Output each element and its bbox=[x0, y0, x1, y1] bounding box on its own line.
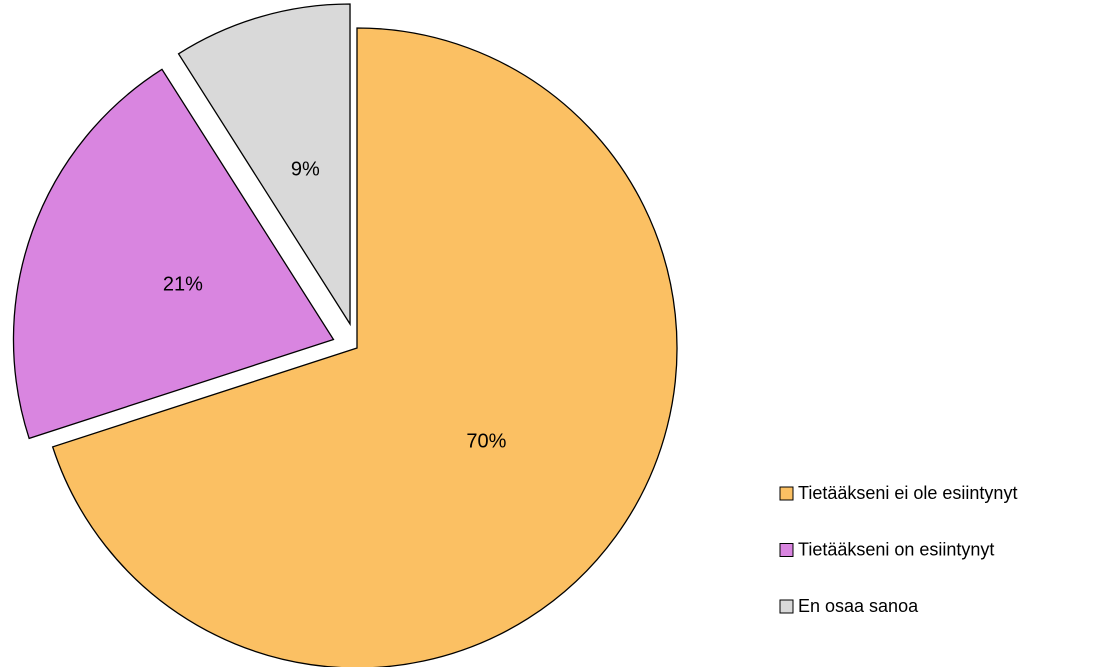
legend-swatch bbox=[779, 599, 794, 614]
data-label: 70% bbox=[466, 430, 506, 452]
legend-label: Tietääkseni on esiintynyt bbox=[798, 539, 994, 559]
legend-label: Tietääkseni ei ole esiintynyt bbox=[798, 483, 1017, 503]
pie-slice bbox=[12, 68, 335, 440]
pie-slice bbox=[51, 27, 678, 667]
pie-slice bbox=[177, 3, 351, 327]
data-label: 9% bbox=[291, 159, 320, 181]
legend-swatch bbox=[779, 486, 794, 501]
legend-label: En osaa sanoa bbox=[798, 596, 919, 616]
legend-swatch bbox=[779, 543, 794, 557]
data-label: 21% bbox=[163, 274, 203, 296]
